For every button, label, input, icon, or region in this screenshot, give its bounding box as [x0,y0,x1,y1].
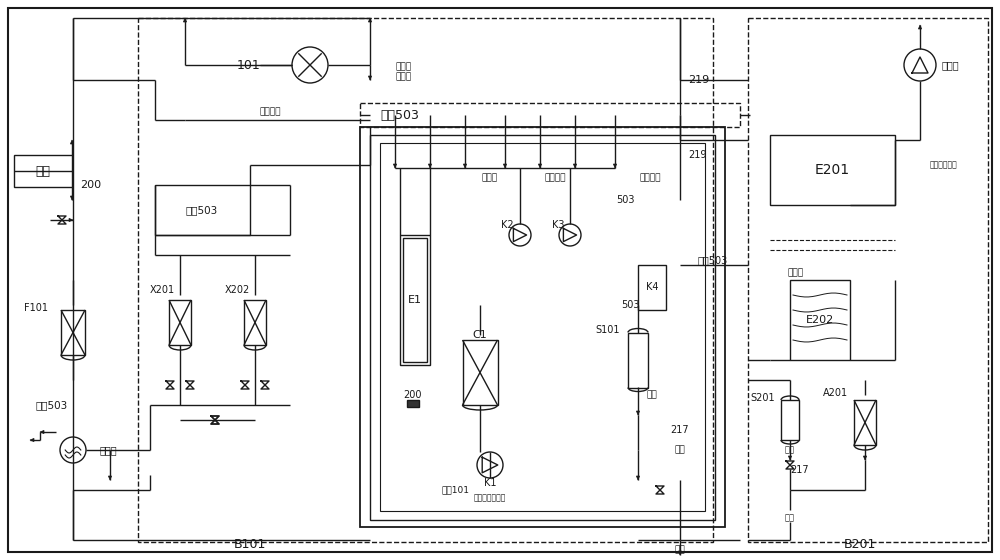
Polygon shape [69,218,73,222]
Text: 含碳氢
污氦气: 含碳氢 污氦气 [395,62,411,82]
Bar [61,310,85,355]
Text: 常温氦气: 常温氦气 [259,108,281,116]
Polygon shape [108,476,112,480]
Text: 常温负压氦气: 常温负压氦气 [930,161,958,170]
Polygon shape [538,164,542,168]
Text: E202: E202 [806,315,834,325]
Text: C1: C1 [473,330,487,340]
Text: 液氦: 液氦 [785,446,795,455]
Text: K4: K4 [646,282,658,292]
Polygon shape [368,18,372,22]
Text: 低温氦气: 低温氦气 [544,174,566,183]
Text: K2: K2 [501,220,513,230]
Bar [748,18,988,542]
Text: E1: E1 [408,295,422,305]
Text: 冷却器: 冷却器 [100,445,118,455]
Polygon shape [393,164,397,168]
Polygon shape [30,438,34,442]
Bar [781,400,799,440]
Text: 冷却101: 冷却101 [441,486,469,494]
Polygon shape [613,164,617,168]
Bar [360,127,725,527]
Text: X202: X202 [224,285,250,295]
Text: 真空泵: 真空泵 [942,60,960,70]
Bar [770,135,895,205]
Bar [628,333,648,388]
Polygon shape [40,431,44,433]
Polygon shape [503,164,507,168]
Polygon shape [636,476,640,480]
Bar [638,265,666,310]
Text: 含碳氢内容氦气: 含碳氢内容氦气 [474,493,506,502]
Text: 503: 503 [616,195,634,205]
Bar [403,238,427,362]
Text: K1: K1 [484,478,496,488]
Text: 常温503: 常温503 [380,109,419,122]
Text: S101: S101 [596,325,620,335]
Bar [244,300,266,345]
Text: 污氦气: 污氦气 [482,174,498,183]
Polygon shape [70,196,74,200]
Text: 219: 219 [688,150,706,160]
Text: 低温氦气: 低温氦气 [639,174,661,183]
Bar [169,300,191,345]
Text: 503: 503 [621,300,639,310]
Text: 217: 217 [671,425,689,435]
Polygon shape [863,456,867,460]
Polygon shape [463,164,467,168]
Bar [790,280,850,360]
Text: 200: 200 [80,180,101,190]
Text: 氧气: 氧气 [36,165,51,178]
Polygon shape [636,411,640,415]
Polygon shape [918,25,922,29]
Text: 217: 217 [791,465,809,475]
Text: 脱氢503: 脱氢503 [35,400,67,410]
Polygon shape [788,456,792,460]
Bar [462,340,498,405]
Text: 液化氦: 液化氦 [788,268,804,278]
Bar [380,143,705,511]
Text: 脱水503: 脱水503 [186,205,218,215]
Polygon shape [678,551,682,555]
Polygon shape [183,18,187,22]
Text: 101: 101 [236,58,260,72]
Polygon shape [573,164,577,168]
Bar [155,185,250,235]
Text: 液氦: 液氦 [647,390,657,399]
Text: 200: 200 [404,390,422,400]
Bar [14,155,72,187]
Polygon shape [428,164,432,168]
Text: B201: B201 [844,539,876,552]
Text: X201: X201 [149,285,175,295]
Bar [854,400,876,445]
Text: 液氦: 液氦 [785,514,795,522]
Text: 219: 219 [688,75,709,85]
Text: A201: A201 [823,388,848,398]
Bar [407,400,419,407]
Bar [360,103,740,127]
Text: E201: E201 [814,163,850,177]
Bar [400,235,430,365]
Text: 液氦: 液氦 [675,446,685,455]
Text: 常温503: 常温503 [698,255,728,265]
Text: S201: S201 [750,393,775,403]
Text: K3: K3 [552,220,564,230]
Polygon shape [70,140,74,144]
Text: B101: B101 [234,539,266,552]
Text: 液氦: 液氦 [675,545,685,554]
Polygon shape [368,76,372,80]
Bar [370,135,715,520]
Text: F101: F101 [24,303,48,313]
Bar [138,18,713,542]
